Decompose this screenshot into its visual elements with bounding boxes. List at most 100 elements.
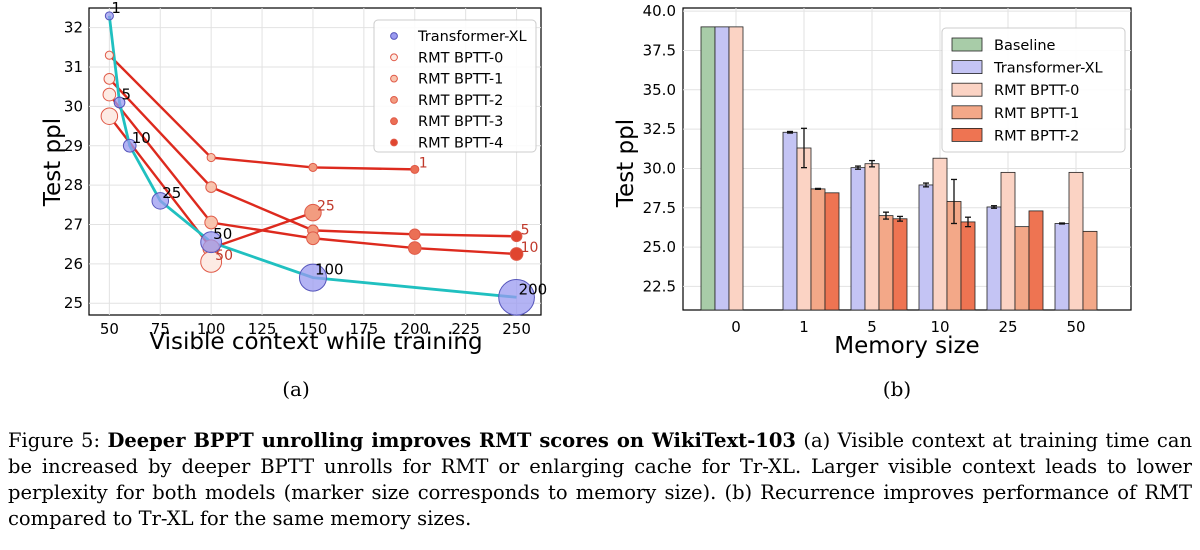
transformer-xl-point-label: 200 (519, 280, 548, 298)
legend-b-swatch (951, 37, 983, 52)
bar (810, 188, 826, 311)
figure: 50 75 100 125 150 175 200 225 250252627282930313… (40, 0, 1132, 400)
y-tick-label: 30 (64, 97, 83, 115)
rmt-marker (407, 241, 422, 255)
y-tick-label: 27.5 (643, 199, 676, 217)
legend-a: Transformer-XL RMT BPTT-0 RMT BPTT-1 RMT BP… (373, 19, 537, 153)
transformer-xl-marker (200, 231, 223, 254)
x-tick-label: 150 (299, 320, 328, 338)
x-tick-label: 10 (930, 318, 949, 336)
transformer-xl-point-label: 1 (111, 0, 121, 17)
rmt-marker (100, 107, 119, 125)
ylabel-a: Test ppl (40, 118, 66, 207)
y-tick-label: 25 (64, 294, 83, 312)
legend-b-box (941, 27, 1126, 153)
transformer-xl-point-label: 50 (213, 225, 232, 243)
legend-a-marker (390, 32, 398, 40)
x-tick-label: 200 (400, 320, 429, 338)
bar (1014, 226, 1030, 311)
transformer-xl-point-label: 100 (315, 261, 344, 279)
xlabel-b: Memory size (834, 333, 979, 359)
legend-b-label: Baseline (994, 38, 1056, 54)
x-tick-label: 0 (731, 318, 741, 336)
legend-a-marker (390, 96, 398, 104)
rmt-marker (103, 72, 116, 85)
panel-a: 50 75 100 125 150 175 200 225 250252627282930313… (40, 0, 547, 400)
legend-a-marker (390, 117, 398, 126)
legend-b-swatch (951, 105, 983, 120)
y-tick-label: 32 (64, 19, 83, 37)
bar (824, 192, 840, 311)
bar (1000, 171, 1016, 311)
legend-a-marker (390, 138, 398, 147)
rmt-marker (204, 215, 218, 230)
rmt-line-mem-1 (108, 54, 415, 171)
legend-b-label: RMT BPTT-0 (994, 83, 1079, 99)
figure-caption: Figure 5: Deeper BPPT unrolling improves… (8, 428, 1192, 532)
y-tick-label: 26 (64, 255, 83, 273)
x-tick-label: 250 (502, 320, 531, 338)
y-tick-label: 29 (64, 137, 83, 155)
xlabel-a: Visible context while training (149, 329, 482, 355)
bar (850, 167, 866, 311)
bar (1068, 171, 1084, 311)
transformer-xl-marker (122, 138, 137, 153)
transformer-xl-point-label: 5 (122, 85, 132, 103)
bar (700, 26, 716, 311)
bar (714, 26, 730, 311)
bar (892, 218, 908, 311)
transformer-xl-marker (113, 96, 126, 109)
rmt-line-label: 1 (419, 155, 428, 171)
rmt-marker (410, 164, 420, 174)
panel-a-label: (a) (282, 377, 310, 400)
x-tick-label: 1 (799, 318, 809, 336)
legend-a-label: RMT BPTT-2 (418, 93, 503, 109)
legend-b-swatch (951, 82, 983, 97)
bar (1082, 230, 1098, 311)
legend-b-swatch (951, 60, 983, 74)
bar (728, 26, 744, 311)
legend-a-label: RMT BPTT-0 (418, 50, 503, 66)
bar (796, 147, 812, 311)
legend-b-label: Transformer-XL (993, 61, 1103, 77)
y-tick-label: 35.0 (643, 81, 676, 99)
panel-b: 22.5 25.0 27.5 30.0 32.5 35.0 37.5 40.0 0 1 5 10 25 5… (613, 2, 1132, 400)
caption-label: Figure 5: (8, 429, 101, 452)
bar (878, 215, 894, 311)
rmt-line-label: 25 (317, 199, 335, 215)
transformer-xl-marker (298, 263, 327, 292)
y-tick-label: 30.0 (643, 159, 676, 177)
y-tick-label: 32.5 (643, 120, 676, 138)
rmt-marker (509, 247, 524, 261)
transformer-xl-point-label: 10 (132, 129, 151, 147)
plot-a-frame (88, 7, 542, 316)
rmt-line-label: 5 (521, 222, 530, 238)
ylabel-b: Test ppl (613, 119, 639, 208)
rmt-marker (510, 230, 523, 243)
caption-body: (a) Visible context at training time can… (8, 429, 1193, 530)
legend-a-label: RMT BPTT-3 (418, 114, 503, 130)
x-tick-label: 175 (350, 320, 379, 338)
rmt-marker (104, 50, 114, 60)
rmt-marker (306, 231, 320, 246)
legend-b-label: RMT BPTT-2 (994, 128, 1079, 144)
rmt-marker (102, 87, 117, 102)
legend-a-marker (390, 74, 398, 83)
x-tick-label: 125 (248, 320, 277, 338)
bar (918, 184, 934, 311)
y-tick-label: 40.0 (643, 2, 676, 20)
transformer-xl-marker (151, 192, 170, 210)
legend-a-label: RMT BPTT-1 (418, 72, 503, 88)
y-tick-label: 37.5 (643, 41, 676, 59)
rmt-marker (308, 162, 318, 172)
bar (986, 206, 1002, 311)
x-tick-label: 5 (867, 318, 877, 336)
transformer-xl-point-label: 25 (162, 184, 181, 202)
x-tick-label: 225 (451, 320, 480, 338)
rmt-marker (304, 203, 322, 222)
legend-b-label: RMT BPTT-1 (994, 106, 1079, 122)
bar (1054, 223, 1070, 311)
legend-a-box (373, 19, 537, 153)
bar (864, 163, 880, 311)
x-tick-label: 100 (197, 320, 226, 338)
